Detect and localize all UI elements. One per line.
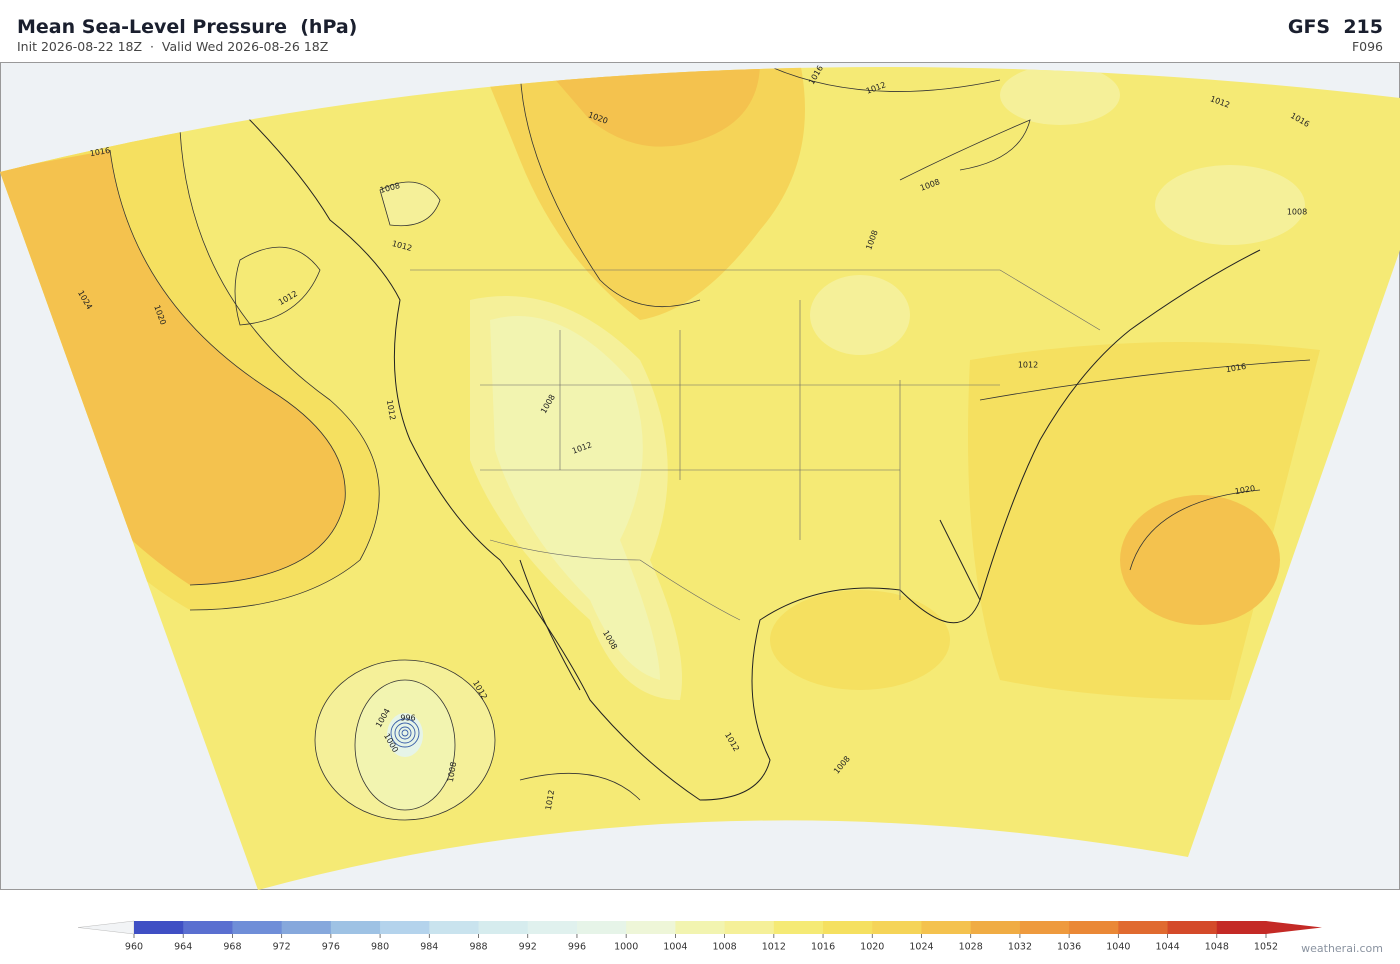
colorbar-tick-label: 984 <box>420 942 438 953</box>
contour-label: 1016 <box>89 146 111 158</box>
colorbar-segment <box>1216 921 1267 934</box>
colorbar-tick-label: 996 <box>568 942 586 953</box>
contour-label: 996 <box>400 714 415 723</box>
colorbar-segment <box>970 921 1021 934</box>
map-title: Mean Sea-Level Pressure (hPa) <box>17 16 358 38</box>
colorbar-segment <box>281 921 332 934</box>
colorbar-segment <box>478 921 529 934</box>
colorbar-segment <box>527 921 578 934</box>
contour-label: 1008 <box>1287 208 1307 217</box>
colorbar-tick-label: 1020 <box>860 942 884 953</box>
field-zone <box>387 713 423 757</box>
borders <box>410 269 1101 621</box>
colorbar-tick-label: 972 <box>273 942 291 953</box>
field-zone <box>540 67 760 147</box>
colorbar-segment <box>626 921 676 934</box>
colorbar-segment <box>1167 921 1218 934</box>
contour-label: 1012 <box>544 789 556 811</box>
colorbar-segment <box>823 921 873 934</box>
colorbar-tick-label: 1052 <box>1254 942 1278 953</box>
colorbar-tick-label: 1028 <box>959 942 983 953</box>
colorbar-segment <box>232 921 283 934</box>
colorbar-tick-label: 976 <box>322 942 340 953</box>
colorbar-segment <box>1019 921 1070 934</box>
colorbar-tick-label: 980 <box>371 942 389 953</box>
field-zone <box>1000 67 1120 125</box>
colorbar-tick-label: 1048 <box>1205 942 1229 953</box>
colorbar-tick-label: 1024 <box>909 942 933 953</box>
colorbar-over <box>1266 921 1322 934</box>
contour-label: 1012 <box>1018 361 1038 370</box>
colorbar-segment <box>1118 921 1169 934</box>
field-zone <box>490 316 660 680</box>
colorbar-segment <box>724 921 775 934</box>
colorbar-tick-label: 1000 <box>614 942 638 953</box>
colorbar-tick-label: 1032 <box>1008 942 1032 953</box>
colorbar-tick-label: 1044 <box>1155 942 1179 953</box>
coastlines <box>239 109 1261 801</box>
colorbar-segment <box>134 921 184 934</box>
colorbar-tick-label: 1016 <box>811 942 835 953</box>
colorbar-tick-label: 968 <box>223 942 241 953</box>
colorbar: 960 964 968 972 976 980 984 988 992 996 1000 1004 10… <box>77 920 1322 953</box>
colorbar-segment <box>429 921 480 934</box>
colorbar-segment <box>380 921 430 934</box>
field-zone <box>1155 165 1305 245</box>
colorbar-segment <box>773 921 824 934</box>
contour-label: 1020 <box>1234 484 1256 496</box>
model-name: GFS 215 <box>1287 16 1383 38</box>
contour-label: 1012 <box>385 399 397 421</box>
colorbar-segment <box>675 921 726 934</box>
colorbar-tick-label: 964 <box>174 942 192 953</box>
colorbar-tick-label: 1036 <box>1057 942 1081 953</box>
colorbar-tick-label: 992 <box>519 942 537 953</box>
colorbar-tick-label: 988 <box>469 942 487 953</box>
contour-label: 1016 <box>1225 362 1247 374</box>
low-rings <box>390 718 420 748</box>
colorbar-segment <box>330 921 381 934</box>
field-zone <box>1120 495 1280 625</box>
field-zone <box>810 275 910 355</box>
credit: weatherai.com <box>1301 942 1383 955</box>
forecast-hour: F096 <box>1351 39 1383 54</box>
colorbar-tick-label: 1004 <box>663 942 687 953</box>
field-zone <box>770 590 950 690</box>
colorbar-tick-label: 1012 <box>762 942 786 953</box>
colorbar-segment <box>1069 921 1119 934</box>
colorbar-tick-label: 1008 <box>713 942 737 953</box>
colorbar-tick-label: 1040 <box>1106 942 1130 953</box>
colorbar-under <box>77 920 135 935</box>
contour-label: 1008 <box>446 761 458 783</box>
colorbar-segment <box>872 921 922 934</box>
colorbar-segment <box>576 921 627 934</box>
field-zone <box>380 182 440 226</box>
map-subtitle: Init 2026-08-22 18Z · Valid Wed 2026-08-… <box>17 39 329 54</box>
colorbar-tick-label: 960 <box>125 942 143 953</box>
colorbar-segment <box>183 921 233 934</box>
colorbar-segment <box>921 921 972 934</box>
